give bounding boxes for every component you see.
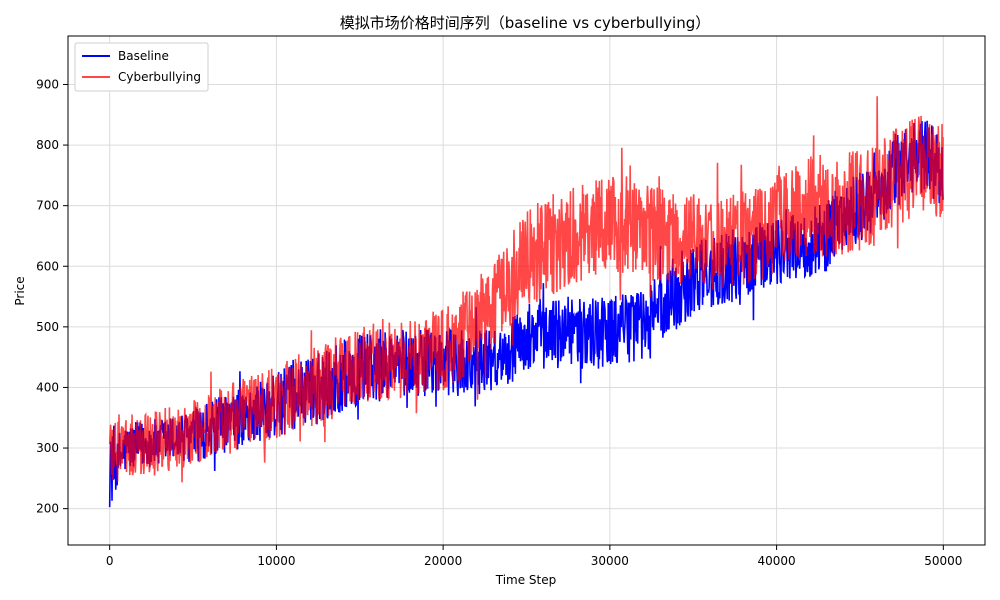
x-tick-label: 50000 xyxy=(924,554,962,568)
x-tick-label: 0 xyxy=(106,554,114,568)
y-tick-label: 500 xyxy=(36,320,59,334)
legend-baseline-label: Baseline xyxy=(118,49,169,63)
series-line-baseline xyxy=(108,120,944,508)
x-tick-label: 10000 xyxy=(257,554,295,568)
y-axis-title: Price xyxy=(13,276,27,305)
series-layer xyxy=(108,96,944,508)
x-tick-label: 40000 xyxy=(757,554,795,568)
plot-frame xyxy=(67,35,986,546)
x-tick-label: 20000 xyxy=(424,554,462,568)
x-tick-label: 30000 xyxy=(591,554,629,568)
series-line-cyberbullying xyxy=(108,96,944,483)
legend-cyberbullying-label: Cyberbullying xyxy=(118,70,201,84)
y-tick-label: 800 xyxy=(36,138,59,152)
y-axis: 200 300 400 500 600 700 800 900 xyxy=(36,77,68,516)
x-axis: 0 10000 20000 30000 40000 50000 xyxy=(106,545,962,568)
y-tick-label: 600 xyxy=(36,259,59,273)
legend: Baseline Cyberbullying xyxy=(74,42,209,92)
y-tick-label: 900 xyxy=(36,77,59,91)
y-tick-label: 400 xyxy=(36,380,59,394)
y-tick-label: 700 xyxy=(36,199,59,213)
x-axis-title: Time Step xyxy=(495,573,557,587)
y-tick-label: 300 xyxy=(36,441,59,455)
chart-title: 模拟市场价格时间序列（baseline vs cyberbullying） xyxy=(340,14,711,32)
y-tick-label: 200 xyxy=(36,502,59,516)
